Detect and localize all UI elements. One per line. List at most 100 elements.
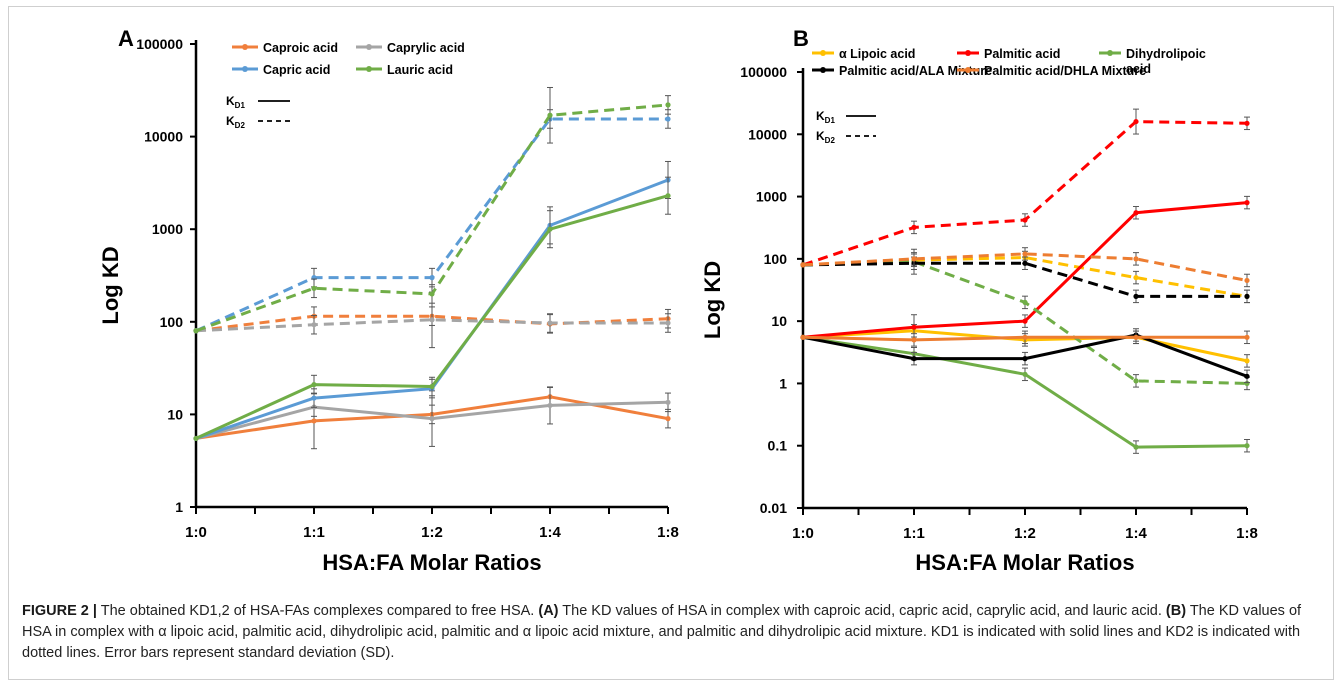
data-point (547, 226, 553, 232)
y-tick-label: 10000 (748, 126, 787, 142)
y-tick-label: 1 (779, 375, 787, 391)
data-point (911, 337, 917, 343)
data-point (429, 291, 435, 297)
y-axis-title: Log KD (98, 246, 123, 324)
figure-frame (8, 6, 1334, 680)
legend-label: Lauric acid (387, 63, 453, 77)
data-point (1022, 318, 1028, 324)
data-point (1133, 118, 1139, 125)
data-point (1022, 356, 1028, 362)
y-tick-label: 1000 (152, 221, 183, 237)
data-point (665, 320, 671, 326)
legend-label: Palmitic acid/DHLA Mixture (984, 64, 1146, 78)
y-tick-label: 100 (160, 314, 184, 330)
y-tick-label: 1 (175, 499, 183, 515)
series-line-kd2 (195, 318, 668, 333)
line-key-label: KD1 (816, 109, 835, 125)
data-point (665, 416, 671, 422)
data-point (311, 285, 317, 291)
x-tick-label: 1:2 (421, 524, 443, 541)
data-point (800, 334, 806, 340)
legend-marker (1107, 50, 1113, 56)
x-tick-label: 1:2 (1014, 525, 1036, 542)
data-point (311, 322, 317, 328)
data-point (1133, 334, 1139, 340)
panel-b: B 0.01 0.1 1 10 100 1000 10000 100000 1:0 1:1 1:2 1:… (700, 26, 1258, 575)
data-point (547, 112, 553, 118)
x-tick-label: 1:1 (303, 524, 325, 541)
data-point (311, 381, 317, 388)
series-line-kd2 (802, 252, 1248, 282)
caption-a-text: The KD values of HSA in complex with cap… (558, 603, 1166, 619)
data-point (1133, 275, 1139, 281)
legend-label: α Lipoic acid (839, 47, 915, 61)
legend-label: Palmitic acid/ALA Mixture (839, 64, 992, 78)
legend-label: Capric acid (263, 63, 330, 77)
x-tick-label: 1:8 (1236, 525, 1258, 542)
chart-svg: A 1 10 100 1000 10000 100000 1:0 1:1 1:2 1:4 1:8 HSA… (98, 26, 1258, 575)
x-tick-label: 1:8 (657, 524, 679, 541)
legend-label: Palmitic acid (984, 47, 1060, 61)
x-tick-label: 1:0 (185, 524, 207, 541)
data-point (429, 383, 435, 390)
panel-letter: A (118, 26, 134, 51)
data-point (665, 116, 671, 122)
caption-a-tag: (A) (538, 603, 559, 619)
caption-b-tag: (B) (1165, 603, 1187, 619)
data-point (1022, 217, 1028, 223)
data-point (1022, 334, 1028, 340)
line-key-label: KD1 (226, 94, 245, 110)
legend-marker (366, 66, 372, 72)
x-axis-title: HSA:FA Molar Ratios (322, 550, 541, 575)
legend-marker (820, 67, 826, 73)
x-tick-label: 1:4 (1125, 525, 1147, 542)
line-key-label: KD2 (226, 114, 245, 130)
data-point (311, 418, 317, 424)
data-point (800, 262, 806, 268)
data-point (1133, 210, 1139, 216)
x-axis-title: HSA:FA Molar Ratios (915, 550, 1134, 575)
data-point (193, 435, 199, 442)
caption-label: FIGURE 2 | (22, 603, 97, 619)
y-tick-label: 100000 (740, 64, 787, 80)
legend-marker (965, 67, 971, 73)
caption-intro: The obtained KD1,2 of HSA-FAs complexes … (96, 603, 539, 619)
data-point (911, 256, 917, 262)
caption-b-text: The KD values of HSA in complex with α l… (22, 603, 1302, 661)
data-point (1244, 120, 1250, 126)
data-point (429, 416, 435, 422)
legend-label: Dihydrolipoic (1126, 47, 1206, 61)
y-tick-label: 100 (764, 251, 788, 267)
y-tick-label: 10 (167, 406, 183, 422)
data-point (547, 320, 553, 326)
data-point (1244, 277, 1250, 284)
legend-label: acid (1126, 62, 1151, 76)
data-point (1133, 293, 1139, 299)
y-tick-label: 10000 (144, 129, 183, 145)
legend-label: Caprylic acid (387, 41, 465, 55)
panel-a: A 1 10 100 1000 10000 100000 1:0 1:1 1:2 1:4 1:8 HSA… (98, 26, 679, 575)
legend-marker (242, 44, 248, 50)
series-line-kd2 (802, 261, 1247, 298)
data-point (1022, 251, 1028, 257)
data-point (429, 317, 435, 323)
data-point (911, 324, 917, 330)
data-point (429, 275, 435, 281)
y-tick-label: 0.1 (768, 438, 788, 454)
data-point (1133, 378, 1139, 384)
line-key-label: KD2 (816, 129, 835, 145)
y-tick-label: 0.01 (760, 500, 787, 516)
x-tick-label: 1:0 (792, 525, 814, 542)
data-point (547, 402, 553, 409)
data-point (665, 399, 671, 405)
data-point (1244, 443, 1250, 449)
data-point (1244, 334, 1250, 340)
data-point (665, 102, 671, 108)
x-tick-label: 1:1 (903, 525, 925, 542)
data-point (1022, 260, 1028, 266)
data-point (1133, 256, 1139, 262)
series-line-kd2 (802, 256, 1248, 298)
figure-caption: FIGURE 2 | The obtained KD1,2 of HSA-FAs… (22, 601, 1322, 664)
panel-letter: B (793, 26, 809, 51)
